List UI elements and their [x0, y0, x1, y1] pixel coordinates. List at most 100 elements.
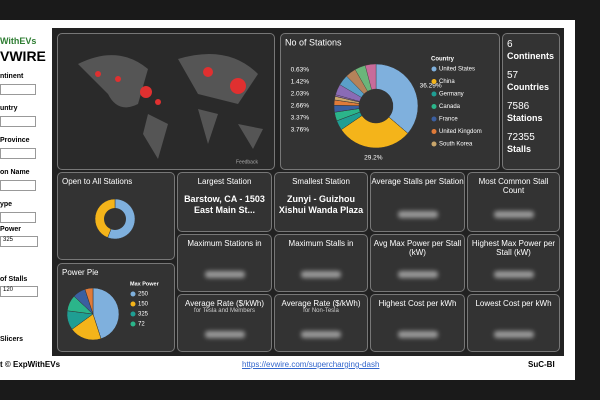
data-label: 0.63% — [291, 67, 310, 74]
filter-label: untry — [0, 105, 18, 112]
filter-label: ntinent — [0, 73, 24, 80]
map-bubble — [203, 67, 213, 77]
card: Avg Max Power per Stall (kW) — [370, 234, 465, 292]
card: Maximum Stations in — [177, 234, 272, 292]
pie-slice — [340, 115, 409, 149]
map-bubble — [115, 76, 121, 82]
legend-label: United Kingdom — [439, 129, 482, 135]
legend-label: 72 — [138, 322, 145, 328]
stat-label: Stalls — [507, 144, 532, 154]
legend-swatch — [431, 104, 437, 109]
map-bubble — [230, 78, 246, 94]
card: Average Rate ($/kWh) for Non-Tesla — [274, 294, 368, 352]
card: Highest Max Power per Stall (kW) — [467, 234, 560, 292]
card: Largest Station Barstow, CA - 1503 East M… — [177, 172, 272, 232]
legend-label: Canada — [439, 104, 461, 110]
stat-label: Stations — [507, 113, 543, 123]
sidebar: WithEVs VWIRE ntinent untry Province on Nam… — [0, 28, 50, 356]
legend-swatch — [130, 311, 136, 317]
brand: SuC-BI — [528, 360, 555, 369]
card-value: Zunyi - Guizhou Xishui Wanda Plaza — [278, 194, 364, 215]
card-title: Avg Max Power per Stall (kW) — [373, 239, 462, 257]
map-feedback: Feedback — [236, 159, 258, 165]
blurred-value — [301, 331, 341, 338]
data-label: 36.29% — [420, 83, 442, 90]
filter-dropdown[interactable] — [0, 148, 36, 159]
card: Maximum Stalls in — [274, 234, 368, 292]
pie-slice — [375, 63, 419, 134]
pie-slice-other — [365, 63, 377, 90]
card-subtitle: for Non-Tesla — [303, 308, 339, 314]
data-label: 3.76% — [291, 127, 310, 134]
card: Most Common Stall Count — [467, 172, 560, 232]
stat-label: Countries — [507, 82, 550, 92]
card-title: Largest Station — [197, 177, 252, 186]
chart-title: No of Stations — [285, 37, 342, 47]
card: Highest Cost per kWh — [370, 294, 465, 352]
map-panel: Feedback — [57, 33, 275, 170]
blurred-value — [204, 271, 245, 278]
card: Lowest Cost per kWh — [467, 294, 560, 352]
map-bubble — [140, 86, 152, 98]
blurred-value — [493, 271, 534, 278]
legend-title: Country — [431, 57, 455, 63]
blurred-value — [397, 211, 438, 218]
legend-swatch — [431, 116, 437, 122]
data-label: 2.03% — [291, 91, 310, 98]
power-input[interactable]: 325 — [0, 236, 38, 247]
blurred-value — [397, 331, 438, 338]
link[interactable]: https://evwire.com/supercharging-dash — [242, 360, 380, 369]
slicers-button[interactable]: Slicers — [0, 336, 23, 343]
legend-label: 150 — [138, 302, 149, 308]
filter-label: ype — [0, 201, 13, 208]
card-title: Average Rate ($/kWh) — [185, 299, 264, 308]
filter-dropdown[interactable] — [0, 84, 36, 95]
blurred-value — [301, 271, 341, 278]
stat-value: 6 — [507, 39, 513, 50]
map: Feedback — [78, 54, 263, 165]
stat-value: 7586 — [507, 101, 530, 112]
pie-chart: No of Stations Country 36.29% 29.2% 3.76% 3… — [285, 37, 482, 161]
stat-value: 57 — [507, 70, 519, 81]
card-title: Lowest Cost per kWh — [475, 299, 552, 308]
legend-swatch — [431, 79, 437, 84]
stats-panel: 6 Continents 57 Countries 7586 Stations 72355 S… — [502, 33, 560, 170]
card-subtitle: for Tesla and Members — [194, 308, 255, 314]
filter-label: Power — [0, 226, 22, 233]
data-label: 2.66% — [291, 103, 310, 110]
legend-label: China — [439, 79, 455, 85]
card-title: Maximum Stalls in — [288, 239, 354, 248]
blurred-value — [493, 331, 534, 338]
legend-label: 250 — [138, 292, 149, 298]
logo-top: WithEVs — [0, 36, 37, 46]
filter-dropdown[interactable] — [0, 180, 36, 191]
legend-swatch — [431, 129, 437, 134]
stat-label: Continents — [507, 51, 554, 61]
card: Power Pie Max Power 250 150 325 72 — [57, 263, 175, 352]
map-bubble — [155, 99, 161, 105]
donut-slice — [84, 287, 94, 315]
card-title: Average Rate ($/kWh) — [281, 299, 361, 308]
filter-dropdown[interactable] — [0, 212, 36, 223]
card-title: Open to All Stations — [62, 177, 133, 186]
card-title: Maximum Stations in — [187, 239, 262, 248]
card-title: Average Stalls per Station — [371, 177, 464, 186]
mini-donut: Max Power 250 150 325 72 — [66, 281, 160, 341]
card-title: Highest Max Power per Stall (kW) — [471, 239, 556, 257]
legend-swatch — [130, 321, 136, 327]
card: Smallest Station Zunyi - Guizhou Xishui W… — [274, 172, 368, 232]
legend-label: France — [439, 117, 458, 123]
filter-dropdown[interactable] — [0, 116, 36, 127]
stat-value: 72355 — [507, 132, 535, 143]
filter-label: Province — [0, 137, 30, 144]
card-title: Smallest Station — [292, 177, 350, 186]
map-bubble — [95, 71, 101, 77]
donut-hole — [104, 208, 126, 230]
legend-swatch — [431, 91, 437, 97]
blurred-value — [493, 211, 534, 218]
blurred-value — [204, 331, 245, 338]
card: Average Rate ($/kWh) for Tesla and Member… — [177, 294, 272, 352]
stalls-input[interactable]: 120 — [0, 286, 38, 297]
card-value: Barstow, CA - 1503 East Main St... — [184, 194, 265, 215]
legend-swatch — [431, 141, 437, 147]
